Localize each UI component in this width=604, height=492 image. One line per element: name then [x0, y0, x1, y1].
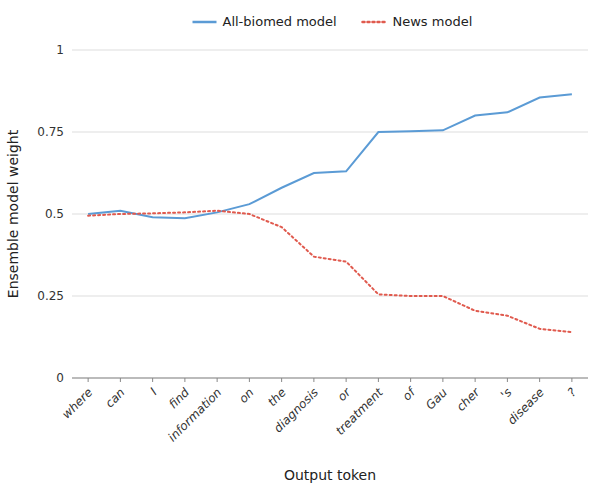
x-tick-label: diagnosis	[271, 385, 321, 435]
x-tick-label: ?	[565, 385, 580, 400]
y-tick-label: 0.25	[37, 289, 64, 303]
x-tick	[313, 378, 314, 382]
x-tick	[88, 378, 89, 382]
x-tick-label: find	[166, 385, 192, 411]
x-tick-label: I	[147, 385, 160, 398]
lines	[88, 94, 572, 332]
x-tick	[410, 378, 411, 382]
x-tick	[539, 378, 540, 382]
x-tick	[281, 378, 282, 382]
x-tick-label: the	[265, 385, 289, 409]
y-tick-label: 0.5	[45, 207, 64, 221]
x-tick	[184, 378, 185, 382]
grid-line	[72, 132, 588, 133]
x-tick	[475, 378, 476, 382]
grid-line	[72, 296, 588, 297]
grid-line	[72, 50, 588, 51]
x-axis-label: Output token	[284, 467, 376, 483]
legend-swatch	[363, 21, 387, 24]
legend-label: All-biomed model	[223, 14, 337, 29]
y-tick-label: 1	[56, 43, 64, 57]
legend-swatch	[193, 21, 217, 24]
grid	[72, 50, 588, 378]
x-tick-label: 's	[498, 385, 515, 402]
x-tick	[507, 378, 508, 382]
y-tick-label: 0.75	[37, 125, 64, 139]
x-tick	[120, 378, 121, 382]
line	[88, 211, 572, 332]
x-tick-label: Gau	[423, 385, 450, 412]
x-tick-label: where	[59, 385, 95, 421]
x-axis-line	[72, 378, 588, 379]
x-tick	[249, 378, 250, 382]
x-tick	[217, 378, 218, 382]
x-tick-label: disease	[505, 385, 547, 427]
chart: 00.250.50.751wherecanIfindinformationont…	[0, 0, 604, 492]
x-tick-label: on	[236, 385, 256, 405]
x-tick	[378, 378, 379, 382]
x-tick-label: treatment	[333, 384, 387, 438]
legend-label: News model	[393, 14, 473, 29]
x-tick-label: or	[335, 385, 354, 404]
line	[88, 94, 572, 218]
x-tick	[346, 378, 347, 382]
x-tick-label: information	[165, 385, 224, 444]
legend: All-biomed model News model	[193, 14, 473, 29]
x-tick-label: can	[102, 385, 127, 410]
x-tick-label: of	[400, 384, 419, 403]
y-axis-label: Ensemble model weight	[5, 129, 21, 298]
x-tick	[152, 378, 153, 382]
x-tick	[442, 378, 443, 382]
grid-line	[72, 378, 588, 379]
x-tick	[571, 378, 572, 382]
x-tick-label: cher	[454, 385, 483, 414]
y-tick-label: 0	[56, 371, 64, 385]
